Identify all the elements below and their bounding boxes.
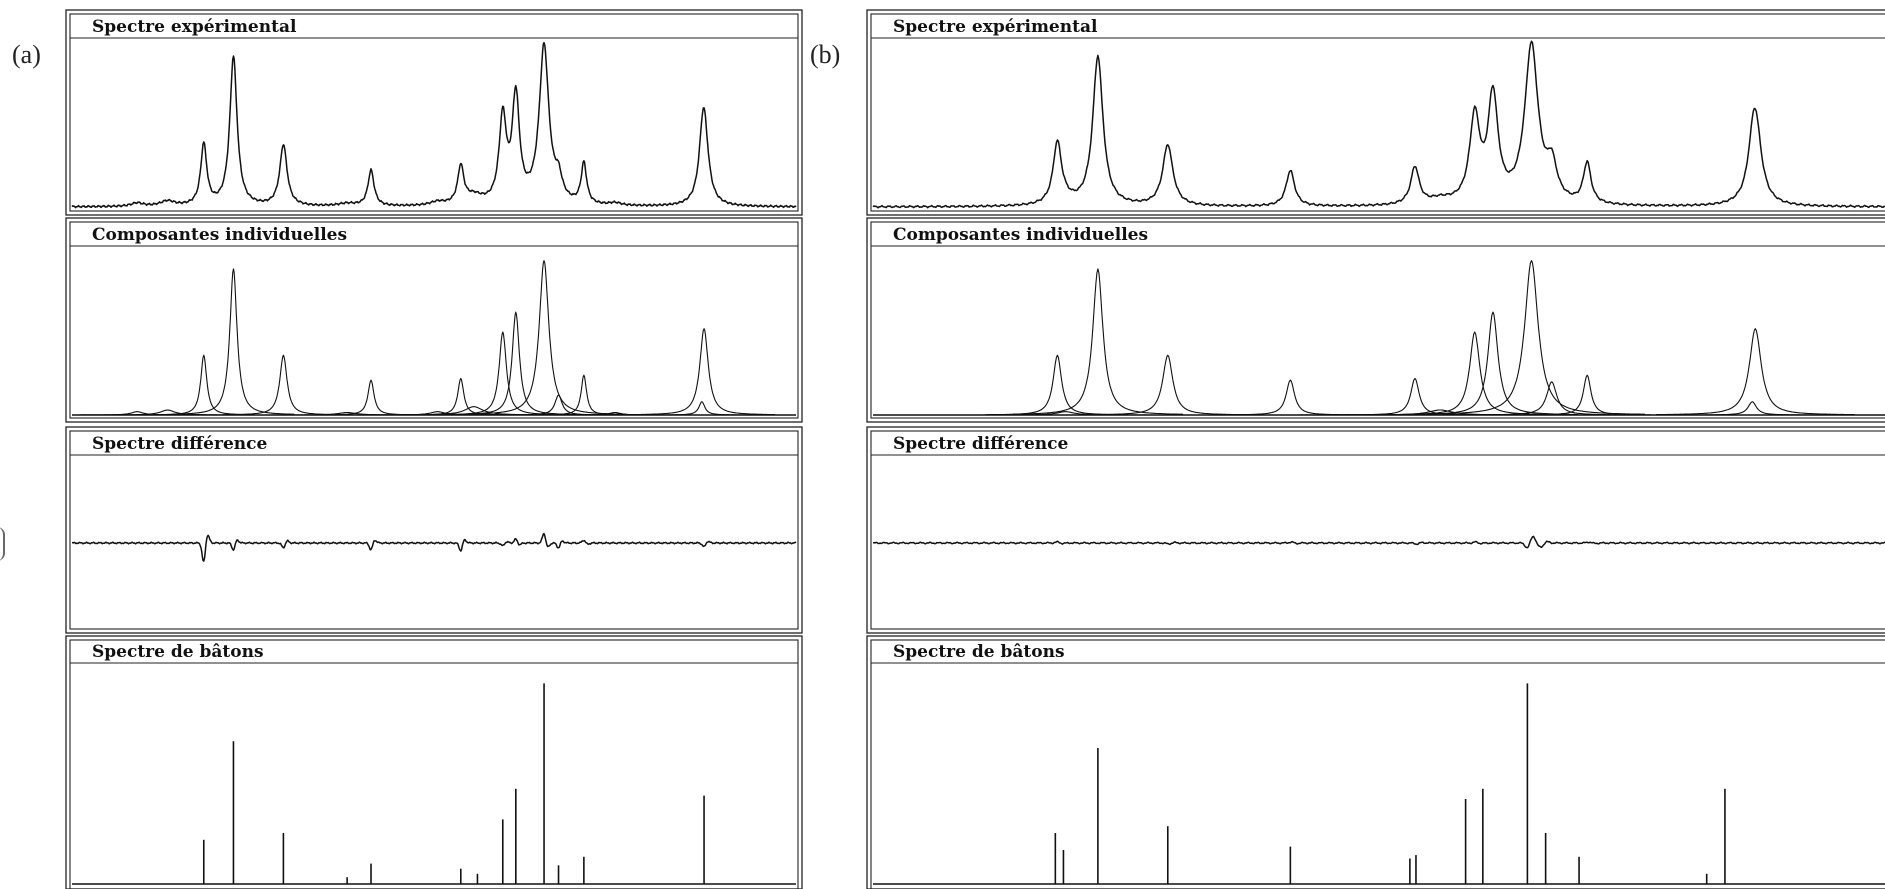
component-curve-a-1 (172, 268, 295, 415)
panel-title-experimental-b: Spectre expérimental (893, 17, 1098, 37)
component-curve-b-1 (1012, 268, 1184, 415)
experimental-trace-b (872, 40, 1885, 209)
component-curve-a-3 (320, 379, 422, 416)
panel-sticks-a-inner-frame (69, 639, 799, 889)
margin-bracket-mark (0, 527, 5, 561)
panel-experimental-b-inner-frame (870, 13, 1885, 212)
panel-difference-b-inner-frame (870, 430, 1885, 630)
panel-title-difference-a: Spectre différence (92, 434, 267, 454)
component-curve-b-7 (1418, 260, 1645, 415)
component-curve-b-6 (1407, 311, 1578, 416)
panel-components-b-inner-frame (870, 221, 1885, 419)
panel-sticks-b-inner-frame (870, 639, 1885, 889)
component-curve-a-11 (633, 328, 775, 416)
panel-title-sticks-a: Spectre de bâtons (92, 642, 264, 662)
panel-components-a-outer-frame (65, 217, 803, 423)
panel-difference-b-outer-frame (866, 426, 1885, 634)
panel-sticks-b-outer-frame (866, 635, 1885, 889)
panel-difference-a-outer-frame (65, 426, 803, 634)
difference-trace-b (872, 535, 1885, 549)
component-curve-b-11 (1656, 328, 1855, 416)
component-curve-a-4 (410, 377, 512, 416)
panel-title-sticks-b: Spectre de bâtons (893, 642, 1065, 662)
panel-title-components-b: Composantes individuelles (893, 225, 1148, 245)
component-curve-a-5 (442, 331, 564, 416)
component-curve-b-9 (1523, 374, 1651, 416)
figure-label-a: (a) (12, 40, 41, 69)
difference-trace-a (71, 532, 797, 562)
component-curve-b-4 (1344, 377, 1486, 416)
panel-difference-a-inner-frame (69, 430, 799, 630)
figure-label-b: (b) (810, 40, 841, 69)
component-curve-b-0 (986, 354, 1129, 416)
panel-title-components-a: Composantes individuelles (92, 225, 347, 245)
panel-title-experimental-a: Spectre expérimental (92, 17, 297, 37)
panel-components-b-outer-frame (866, 217, 1885, 423)
experimental-trace-a (71, 41, 797, 209)
figure-a-group: Spectre expérimental Composantes individu… (65, 9, 803, 889)
panel-sticks-a-outer-frame (65, 635, 803, 889)
panel-experimental-a-inner-frame (69, 13, 799, 212)
panel-experimental-b-outer-frame (866, 9, 1885, 216)
figure-b-group: Spectre expérimental Composantes individu… (866, 9, 1885, 889)
component-curve-b-2 (1082, 354, 1253, 416)
component-curve-a-2 (222, 354, 345, 416)
component-curve-b-5 (1389, 331, 1560, 416)
component-curve-b-3 (1219, 379, 1362, 416)
component-curve-b-8 (1466, 381, 1637, 416)
component-curve-a-6 (455, 311, 577, 416)
panel-experimental-a-outer-frame (65, 9, 803, 216)
component-curve-a-8 (497, 394, 620, 416)
component-curve-a-7 (463, 260, 626, 415)
panel-title-difference-b: Spectre différence (893, 434, 1068, 454)
panel-components-a-inner-frame (69, 221, 799, 419)
